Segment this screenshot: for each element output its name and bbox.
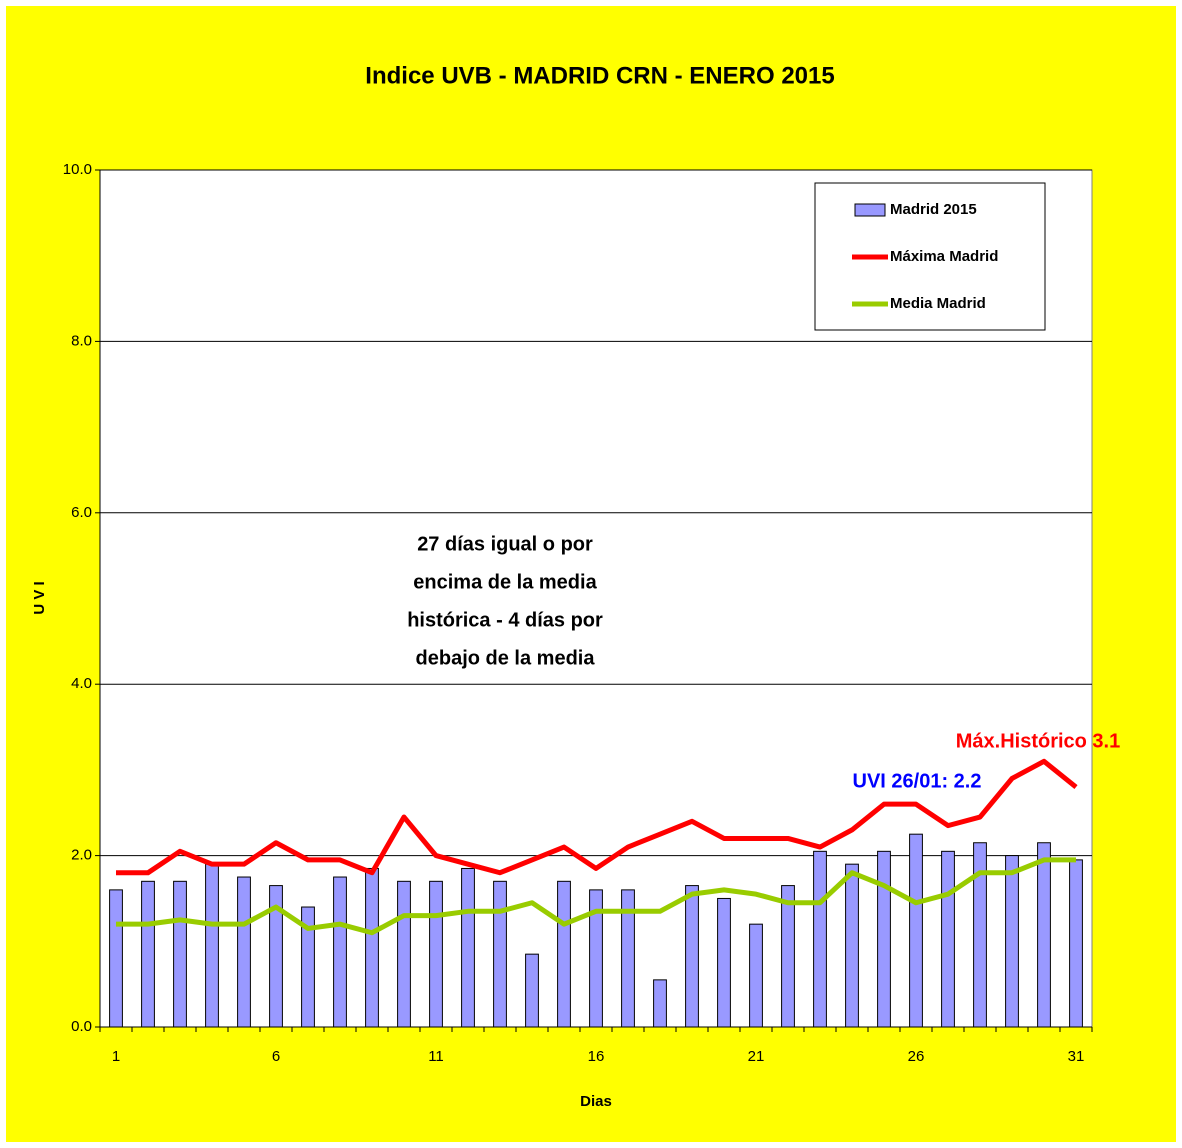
x-tick-label: 6 xyxy=(272,1048,280,1065)
bar xyxy=(365,867,379,1028)
line xyxy=(116,857,1076,936)
y-tick-label: 0.0 xyxy=(71,1018,92,1035)
bar xyxy=(461,867,475,1028)
y-tick-label: 10.0 xyxy=(63,161,92,178)
bar xyxy=(589,889,603,1028)
y-tick-label: 2.0 xyxy=(71,847,92,864)
bar xyxy=(269,885,283,1028)
bar xyxy=(205,863,219,1028)
x-tick-label: 31 xyxy=(1068,1048,1085,1065)
x-tick-label: 11 xyxy=(428,1048,444,1065)
legend-label: Madrid 2015 xyxy=(890,201,977,218)
y-tick-label: 4.0 xyxy=(71,675,92,692)
bar xyxy=(173,880,187,1028)
annotation-line: histórica - 4 días por xyxy=(407,609,603,631)
x-axis-label: Dias xyxy=(580,1093,612,1110)
bar xyxy=(557,880,571,1028)
bar xyxy=(333,876,347,1028)
y-tick-label: 8.0 xyxy=(71,332,92,349)
bar xyxy=(141,880,155,1028)
bar xyxy=(429,880,443,1028)
legend-label: Media Madrid xyxy=(890,295,986,312)
bar xyxy=(525,953,539,1028)
x-tick-label: 1 xyxy=(112,1048,120,1065)
bar xyxy=(845,863,859,1028)
bar xyxy=(749,923,763,1028)
bar xyxy=(237,876,251,1028)
annotation-line: 27 días igual o por xyxy=(417,533,593,555)
bar xyxy=(973,842,987,1028)
annotation: UVI 26/01: 2.2 xyxy=(853,770,982,792)
bar xyxy=(941,850,955,1028)
legend-label: Máxima Madrid xyxy=(890,248,998,265)
x-tick-label: 16 xyxy=(588,1048,605,1065)
bar xyxy=(653,979,667,1028)
bar xyxy=(493,880,507,1028)
bar xyxy=(909,833,923,1028)
line xyxy=(116,758,1078,876)
x-tick-label: 21 xyxy=(748,1048,765,1065)
y-tick-label: 6.0 xyxy=(71,504,92,521)
bar xyxy=(301,906,315,1028)
bar xyxy=(813,850,827,1028)
y-axis-label: U V I xyxy=(31,581,48,614)
bar xyxy=(621,889,635,1028)
bar xyxy=(781,885,795,1028)
annotation: Máx.Histórico 3.1 xyxy=(956,730,1121,752)
legend-swatch xyxy=(854,203,886,217)
bar xyxy=(717,897,731,1028)
bar xyxy=(1069,859,1083,1028)
bar xyxy=(877,850,891,1028)
bar xyxy=(1037,842,1051,1028)
bar xyxy=(397,880,411,1028)
chart-title: Indice UVB - MADRID CRN - ENERO 2015 xyxy=(365,62,834,89)
bar xyxy=(1005,855,1019,1028)
annotation-line: encima de la media xyxy=(413,571,597,593)
bar xyxy=(109,889,123,1028)
annotation-line: debajo de la media xyxy=(416,647,596,669)
annotation: 27 días igual o por encima de la media his… xyxy=(407,533,603,669)
bar xyxy=(685,885,699,1028)
x-tick-label: 26 xyxy=(908,1048,925,1065)
